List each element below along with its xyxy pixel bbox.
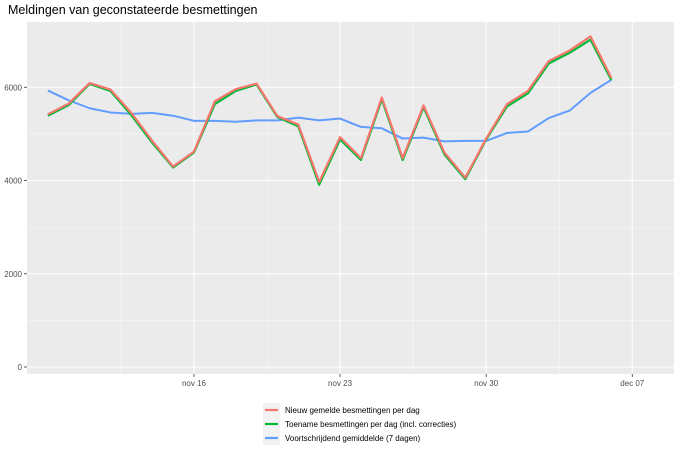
x-axis: nov 16 nov 23 nov 30 dec 07 — [182, 374, 645, 388]
x-tick-label: nov 23 — [328, 379, 353, 388]
series-line-voortschrijdend-gemiddelde — [47, 78, 612, 143]
y-tick-label: 4000 — [4, 177, 22, 186]
x-tick-label: nov 16 — [182, 379, 207, 388]
legend-label: Nieuw gemelde besmettingen per dag — [285, 406, 420, 415]
y-tick-label: 6000 — [4, 83, 22, 92]
x-tick-label: nov 30 — [474, 379, 499, 388]
plot-panel — [27, 22, 674, 374]
grid-minor — [27, 22, 674, 374]
legend-label: Voortschrijdend gemiddelde (7 dagen) — [285, 434, 421, 443]
x-tick-label: dec 07 — [620, 379, 645, 388]
series-line-nieuw-gemeld — [47, 35, 613, 184]
legend-label: Toename besmettingen per dag (incl. corr… — [285, 420, 457, 429]
grid-major — [27, 22, 674, 374]
series-layer — [47, 35, 613, 186]
chart-title: Meldingen van geconstateerde besmettinge… — [8, 3, 258, 17]
legend: Nieuw gemelde besmettingen per dag Toenam… — [263, 403, 457, 445]
y-tick-label: 0 — [18, 363, 23, 372]
y-tick-label: 2000 — [4, 270, 22, 279]
y-axis: 0 2000 4000 6000 — [4, 83, 27, 372]
